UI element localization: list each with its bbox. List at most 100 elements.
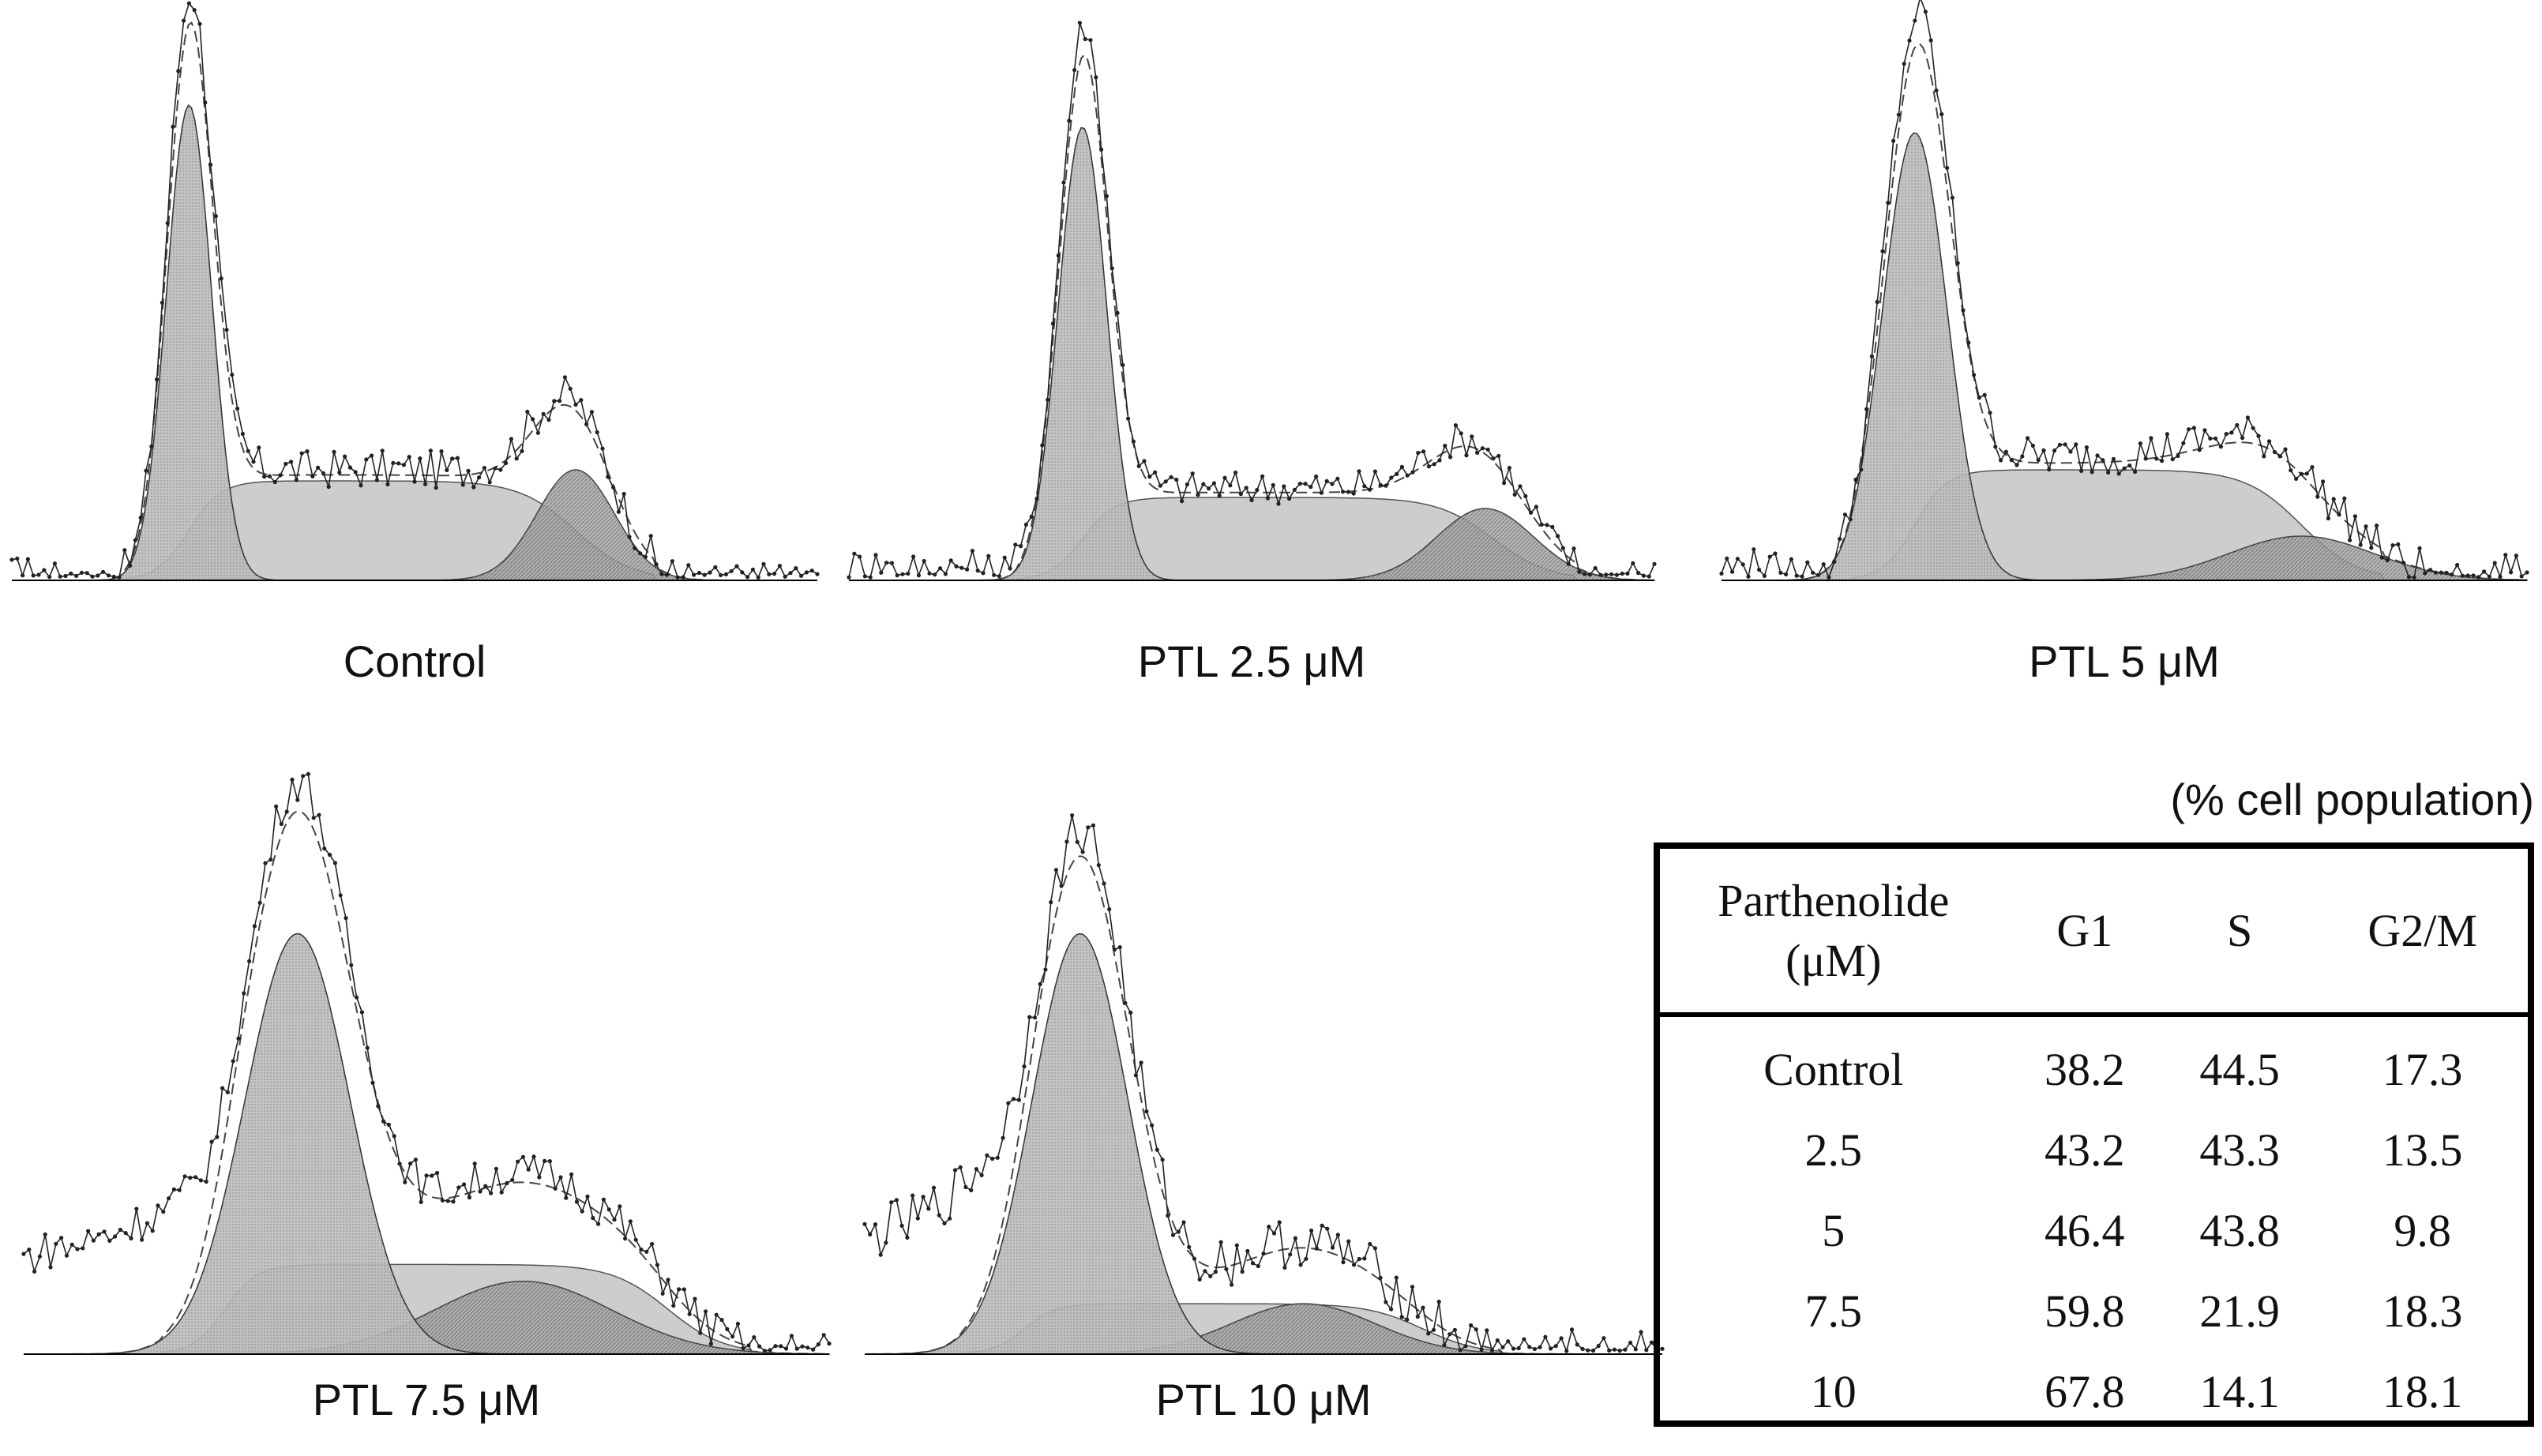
raw-data-point [1740,562,1745,567]
raw-data-point [451,1199,456,1204]
raw-data-point [1362,484,1367,489]
raw-data-point [2294,476,2299,482]
raw-data-point [118,1227,122,1233]
raw-data-point [176,69,181,73]
cell-condition: 5 [1822,1204,1845,1256]
raw-data-point [745,575,750,580]
raw-data-point [675,575,680,580]
raw-data-point [2127,463,2132,468]
raw-data-point [21,573,25,578]
raw-data-point [1859,467,1864,472]
raw-data-point [43,1232,47,1236]
raw-data-point [2057,442,2062,447]
raw-data-point [1512,492,1517,497]
raw-data-point [1559,1336,1564,1341]
raw-data-point [365,1045,370,1050]
cell-cycle-table-grid: Parthenolide (μM) G1 S G2/M Control 38.2… [1660,849,2528,1432]
cell-condition: 10 [1810,1365,1857,1417]
raw-data-point [2352,514,2357,519]
raw-data-point [344,916,348,921]
raw-data-point [1842,512,1847,517]
raw-data-point [725,1327,730,1331]
raw-data-point [290,777,295,782]
raw-data-point [794,566,798,571]
raw-data-point [1142,459,1147,463]
raw-data-point [1180,499,1185,504]
raw-data-point [52,561,57,566]
raw-data-point [827,1342,832,1346]
raw-data-point [606,475,610,479]
raw-data-point [1222,475,1227,480]
cell-condition: 7.5 [1804,1285,1863,1337]
raw-data-point [2331,497,2336,501]
raw-data-point [868,1232,873,1236]
raw-data-point [2514,554,2518,558]
raw-data-point [353,470,358,475]
raw-data-point [1309,1228,1314,1233]
raw-data-point [1298,1263,1303,1267]
raw-data-point [122,548,127,553]
raw-data-point [1187,1244,1192,1249]
raw-data-point [1410,1285,1415,1289]
raw-data-point [2492,561,2497,565]
raw-data-point [1267,1225,1271,1229]
raw-data-point [704,1309,708,1314]
raw-data-point [809,569,814,573]
raw-data-point [1362,1256,1367,1261]
raw-data-point [889,1200,894,1205]
raw-data-point [203,100,208,105]
raw-data-point [1604,572,1609,577]
raw-data-point [1459,431,1463,436]
raw-data-point [526,1167,531,1172]
raw-data-point [2170,457,2175,462]
raw-data-point [975,569,980,573]
raw-data-point [370,453,374,458]
raw-data-point [889,561,894,565]
raw-data-point [1586,1348,1590,1353]
raw-data-point [2229,430,2234,435]
raw-data-point [1495,1338,1500,1343]
raw-data-point [2106,470,2111,475]
raw-data-point [2122,466,2127,471]
raw-data-point [2181,441,2186,445]
histogram-panel-control: Control [9,1,820,695]
raw-data-point [1293,1236,1297,1240]
raw-data-point [2326,516,2330,521]
raw-data-point [1767,554,1772,559]
raw-data-point [2009,458,2014,463]
raw-data-point [1217,493,1222,498]
raw-data-point [1469,1323,1474,1328]
raw-data-point [1800,574,1804,579]
raw-data-point [1292,487,1297,492]
raw-data-point [2272,449,2277,455]
raw-data-point [756,575,760,580]
raw-data-point [974,1167,978,1172]
raw-data-point [535,430,541,435]
raw-data-point [434,486,438,490]
raw-data-point [505,1180,509,1185]
raw-data-point [364,457,369,462]
raw-data-point [299,451,304,456]
raw-data-point [2428,568,2433,572]
raw-data-point [1088,38,1093,43]
raw-data-point [959,565,964,570]
raw-data-point [380,448,385,453]
raw-data-point [2385,558,2390,563]
raw-data-point [730,1334,735,1339]
raw-data-point [1335,476,1340,481]
histogram-caption-ptl-2-5: PTL 2.5 μM [1137,636,1366,686]
raw-data-point [2020,454,2025,459]
raw-data-point [209,1139,214,1144]
table-row: 7.5 59.8 21.9 18.3 [1660,1270,2528,1351]
raw-data-point [1534,505,1538,509]
raw-data-point [263,861,268,865]
cell-g2m: 18.3 [2382,1285,2463,1337]
raw-data-point [1773,551,1778,556]
raw-data-point [2498,574,2503,580]
raw-data-point [852,551,857,556]
raw-data-point [905,1235,910,1240]
raw-data-point [1977,396,1981,400]
raw-data-point [1046,397,1050,402]
raw-data-point [84,571,89,576]
raw-data-point [638,551,643,556]
